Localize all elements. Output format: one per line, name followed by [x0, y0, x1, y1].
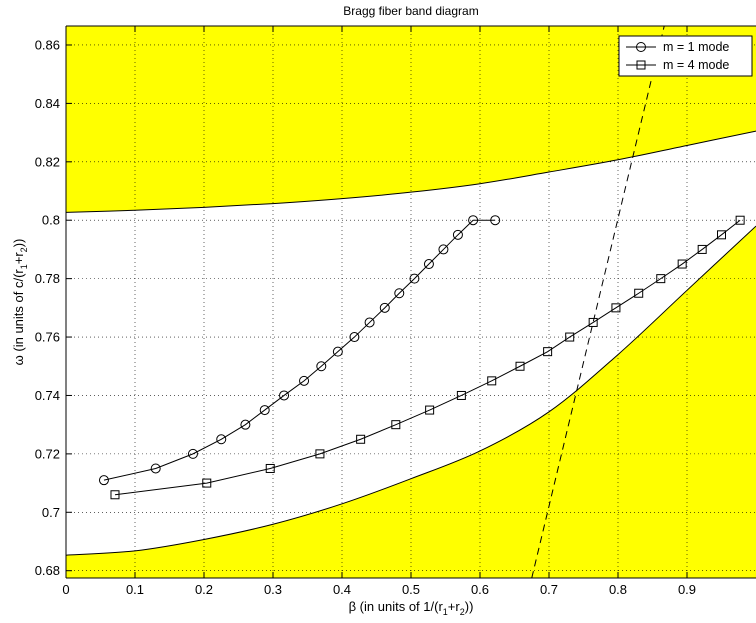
data-point-square [543, 347, 553, 357]
y-tick-label: 0.76 [35, 330, 60, 345]
y-ticks: 0.68 0.7 0.72 0.74 0.76 0.78 0.8 0.82 0.84 0.86 [35, 37, 72, 578]
data-point-circle [299, 375, 310, 386]
light-line [531, 26, 665, 578]
data-point-square [735, 215, 745, 225]
data-point-circle [438, 244, 449, 255]
legend-label-m4: m = 4 mode [663, 58, 729, 72]
x-label-end: )) [465, 599, 474, 614]
data-point-square [202, 478, 212, 488]
data-point-circle [349, 332, 360, 343]
y-label-sub2: 2 [19, 247, 29, 252]
chart-title: Bragg fiber band diagram [343, 4, 478, 18]
legend-marker-m4 [636, 60, 646, 70]
data-point-square [391, 420, 401, 430]
x-tick-label: 0.1 [126, 582, 144, 597]
y-tick-label: 0.74 [35, 388, 60, 403]
data-point-square [717, 230, 726, 240]
light-line-group [531, 26, 665, 578]
data-point-circle [216, 434, 227, 445]
x-label-sub2: 2 [460, 607, 465, 617]
y-tick-label: 0.68 [35, 563, 60, 578]
data-point-circle [240, 419, 251, 430]
x-label-sub1: 1 [443, 607, 448, 617]
x-tick-label: 0.2 [195, 582, 213, 597]
x-tick-label: 0.4 [333, 582, 351, 597]
data-point-square [565, 332, 575, 342]
lower-band-fill [66, 226, 756, 578]
data-point-circle [316, 361, 327, 372]
data-point-square [265, 463, 275, 473]
y-tick-label: 0.82 [35, 154, 60, 169]
x-ticks: 0 0.1 0.2 0.3 0.4 0.5 0.6 0.7 0.8 0.9 [62, 26, 696, 597]
data-point-circle [452, 229, 463, 240]
data-point-square [110, 490, 120, 500]
x-tick-label: 0.9 [678, 582, 696, 597]
y-tick-label: 0.86 [35, 37, 60, 52]
y-tick-label: 0.7 [42, 505, 60, 520]
y-tick-label: 0.78 [35, 271, 60, 286]
series-m4 [110, 215, 745, 500]
data-point-square [456, 390, 466, 400]
x-tick-label: 0.8 [609, 582, 627, 597]
data-point-square [634, 288, 644, 298]
data-point-circle [409, 273, 420, 284]
y-label-end: )) [11, 239, 26, 248]
y-tick-label: 0.84 [35, 96, 60, 111]
data-point-circle [150, 463, 161, 474]
data-point-square [677, 259, 687, 269]
x-tick-label: 0.7 [540, 582, 558, 597]
x-tick-label: 0.3 [264, 582, 282, 597]
y-axis-label: ω (in units of c/(r1+r2)) [11, 239, 29, 366]
y-label-mid: +r [11, 252, 26, 265]
data-point-square [656, 274, 666, 284]
data-point-circle [364, 317, 375, 328]
upper-band-edge [66, 130, 756, 213]
data-point-circle [394, 288, 405, 299]
data-point-circle [490, 215, 501, 226]
grid-lines [66, 26, 756, 578]
data-point-square [515, 361, 525, 371]
x-label-base: β (in units of 1/(r [349, 599, 444, 614]
data-point-square [697, 244, 707, 254]
data-point-circle [259, 405, 270, 416]
band-regions [66, 26, 756, 578]
legend: m = 1 mode m = 4 mode [618, 35, 753, 77]
data-point-square [356, 434, 366, 444]
series-m1 [98, 215, 501, 486]
y-tick-label: 0.72 [35, 446, 60, 461]
data-point-square [425, 405, 435, 415]
lower-band-edge [66, 225, 756, 556]
x-tick-label: 0.6 [471, 582, 489, 597]
legend-label-m1: m = 1 mode [663, 40, 729, 54]
x-tick-label: 0 [62, 582, 69, 597]
data-point-square [611, 303, 621, 313]
data-point-circle [468, 215, 479, 226]
data-point-circle [332, 346, 343, 357]
series-group [98, 215, 745, 500]
data-point-circle [279, 390, 290, 401]
y-label-base: ω (in units of c/(r [11, 269, 26, 366]
data-point-square [487, 376, 497, 386]
legend-marker-m1 [636, 42, 646, 52]
data-point-circle [423, 259, 434, 270]
x-axis-label: β (in units of 1/(r1+r2)) [349, 599, 474, 617]
data-point-square [315, 449, 325, 459]
data-point-circle [379, 302, 390, 313]
x-tick-label: 0.5 [402, 582, 420, 597]
y-label-sub1: 1 [19, 264, 29, 269]
data-point-circle [98, 475, 109, 486]
data-point-circle [187, 448, 198, 459]
y-tick-label: 0.8 [42, 213, 60, 228]
x-label-mid: +r [448, 599, 461, 614]
data-point-square [588, 317, 598, 327]
